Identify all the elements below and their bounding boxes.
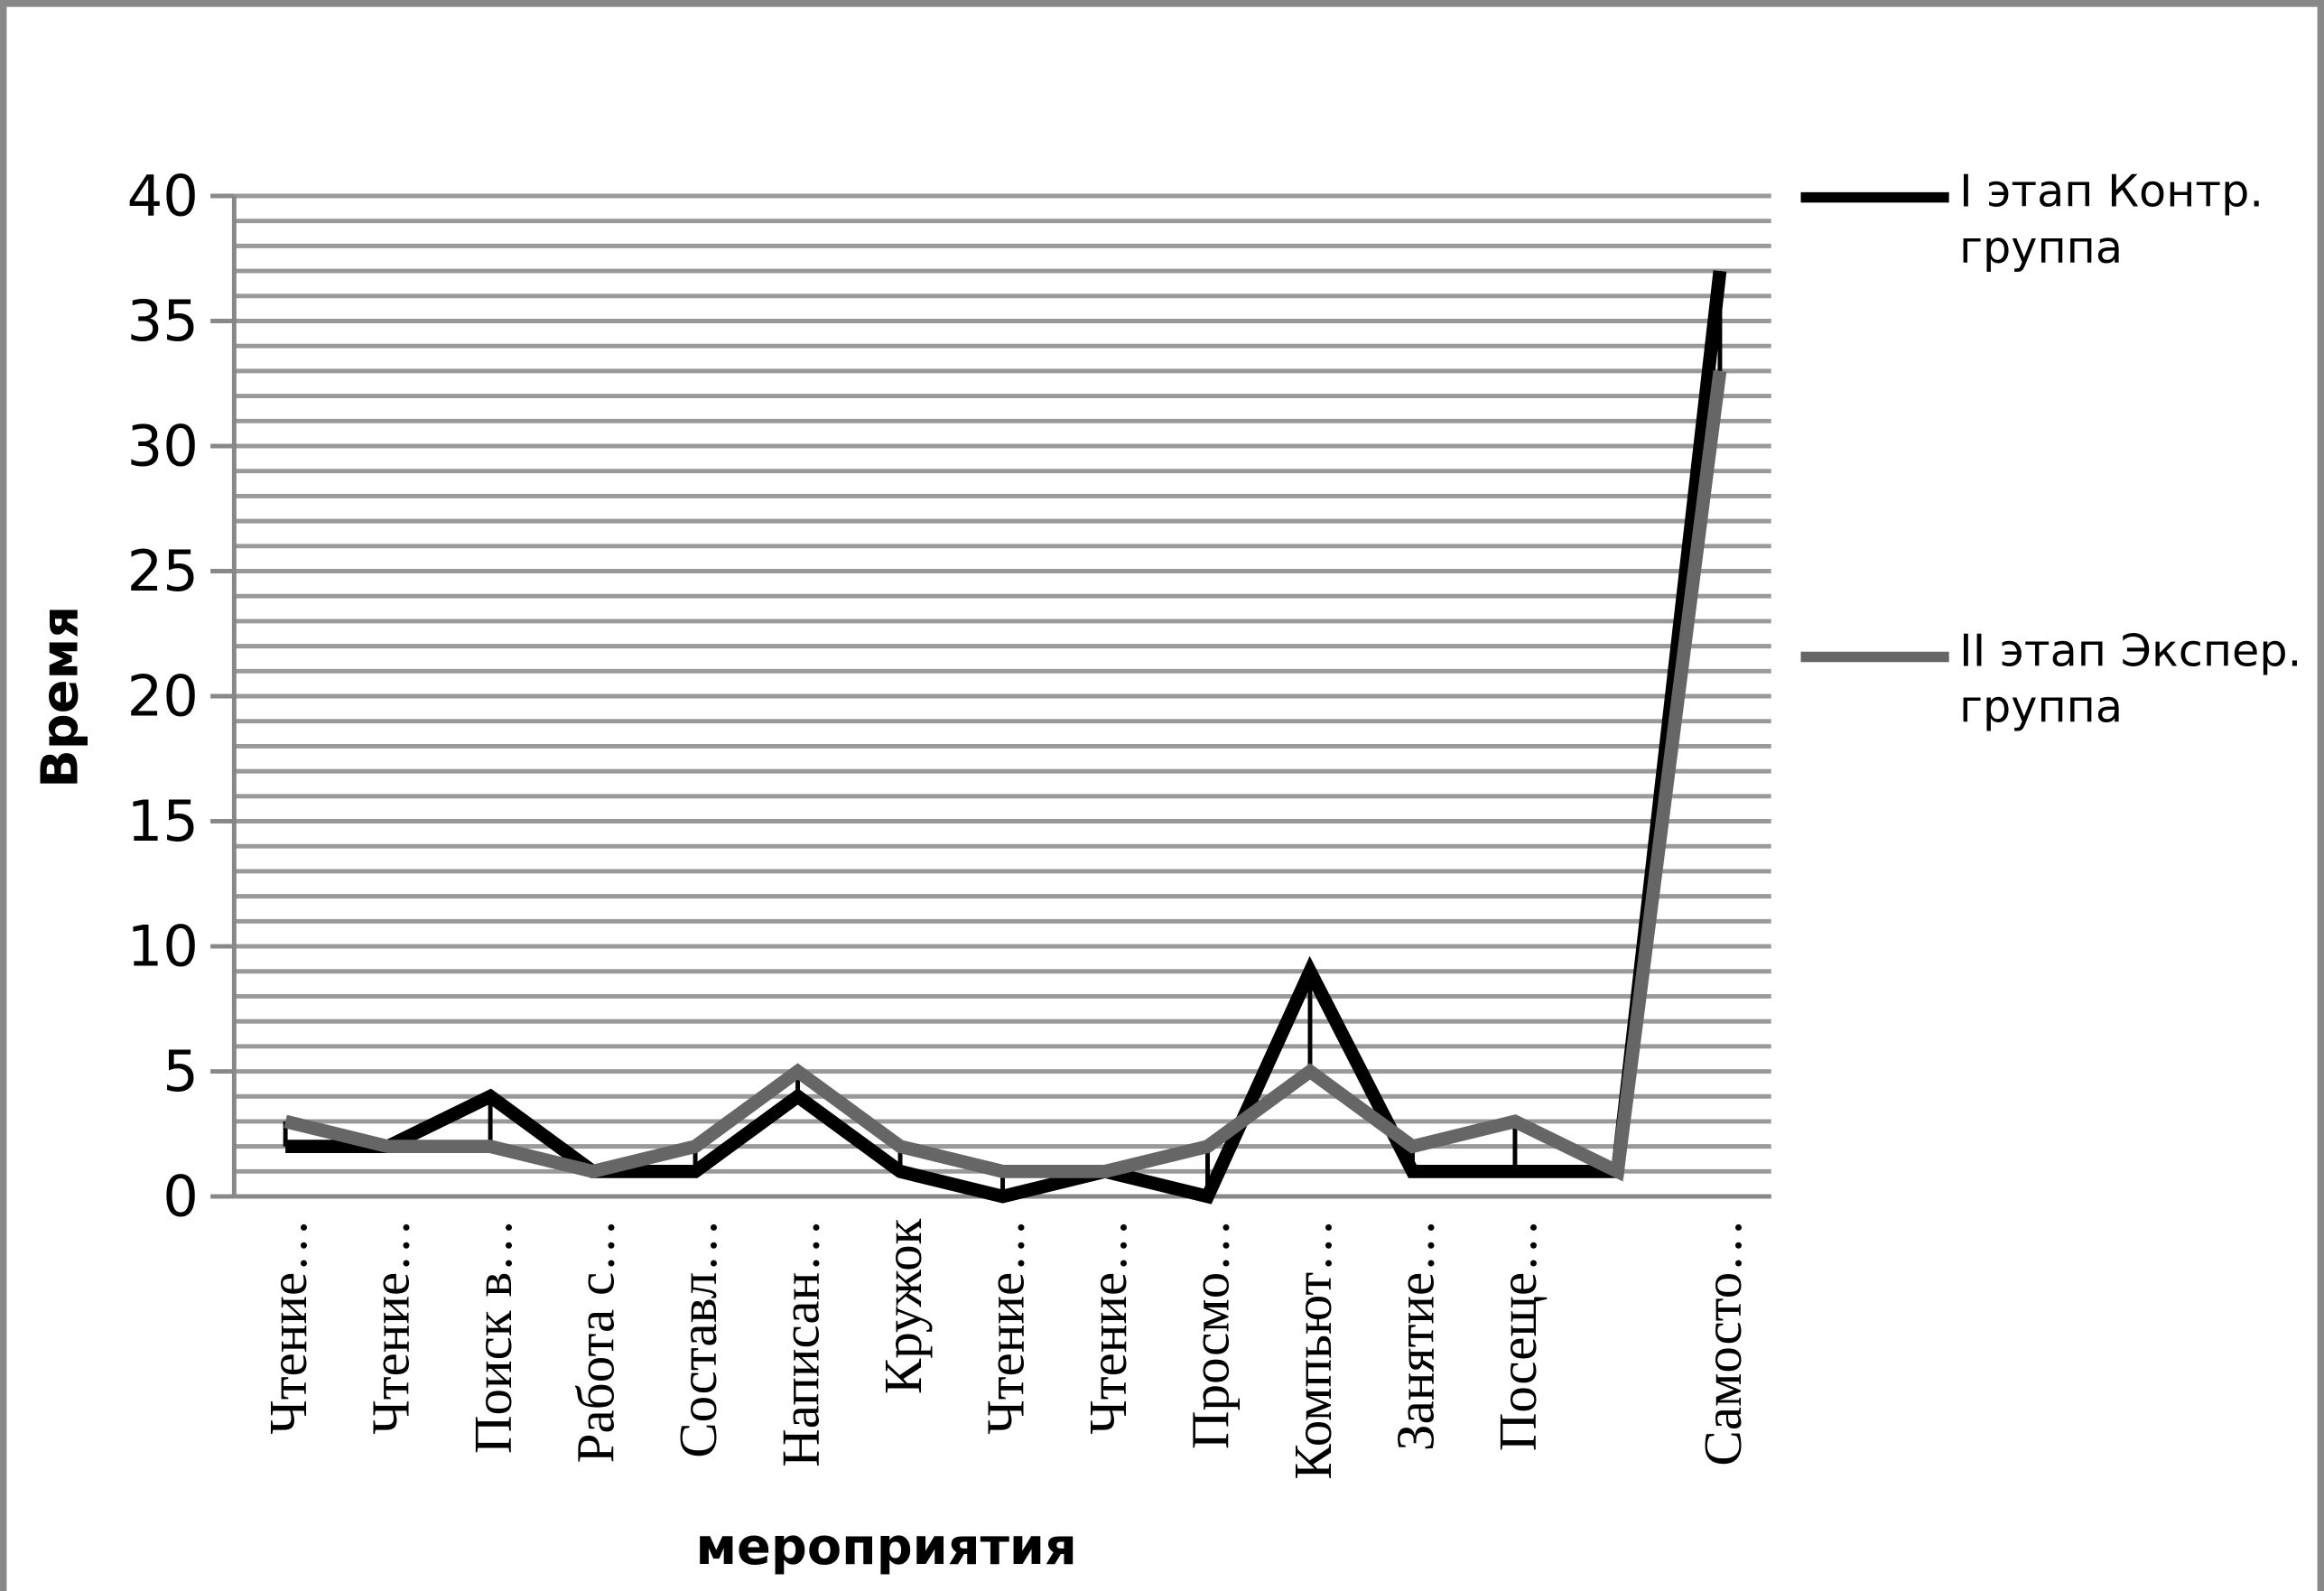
x-tick-label: Посеще…: [1488, 1219, 1548, 1452]
legend-label: II этап Экспер. группа: [1959, 626, 2302, 734]
x-tick-label: Кружок: [873, 1218, 933, 1394]
y-tick-label: 0: [163, 1163, 199, 1229]
y-tick-label: 35: [127, 288, 199, 354]
y-tick-label: 20: [127, 663, 199, 729]
y-tick-label: 30: [127, 413, 199, 479]
y-tick-label: 5: [163, 1038, 199, 1104]
legend-entry: II этап Экспер. группа: [1959, 626, 2302, 734]
x-tick-label: Занятие…: [1385, 1219, 1445, 1451]
x-tick-label: Чтение…: [1078, 1219, 1138, 1435]
y-tick-label: 15: [127, 788, 199, 854]
y-tick-label: 25: [127, 538, 199, 604]
y-tick-label: 40: [127, 163, 199, 228]
y-tick-label: 10: [127, 913, 199, 979]
y-axis-title: Время: [31, 606, 89, 788]
x-tick-label: Самосто…: [1693, 1219, 1752, 1466]
x-tick-label: Работа с…: [566, 1219, 626, 1464]
legend-label: I этап Контр. группа: [1959, 166, 2264, 274]
x-tick-label: Чтение…: [361, 1219, 421, 1435]
x-tick-label: Поиск в…: [463, 1219, 523, 1455]
x-tick-label: Компьют…: [1283, 1219, 1343, 1480]
x-tick-label: Чтение…: [976, 1219, 1036, 1435]
x-tick-label: Составл…: [668, 1219, 728, 1458]
x-tick-label: Просмо…: [1180, 1219, 1240, 1449]
x-tick-label: Написан…: [771, 1219, 831, 1467]
x-axis-title: мероприятия: [695, 1518, 1076, 1577]
series-line: [284, 369, 1727, 1182]
legend-entry: I этап Контр. группа: [1959, 166, 2264, 274]
series-line: [285, 270, 1727, 1205]
x-tick-label: Чтение…: [258, 1219, 318, 1435]
